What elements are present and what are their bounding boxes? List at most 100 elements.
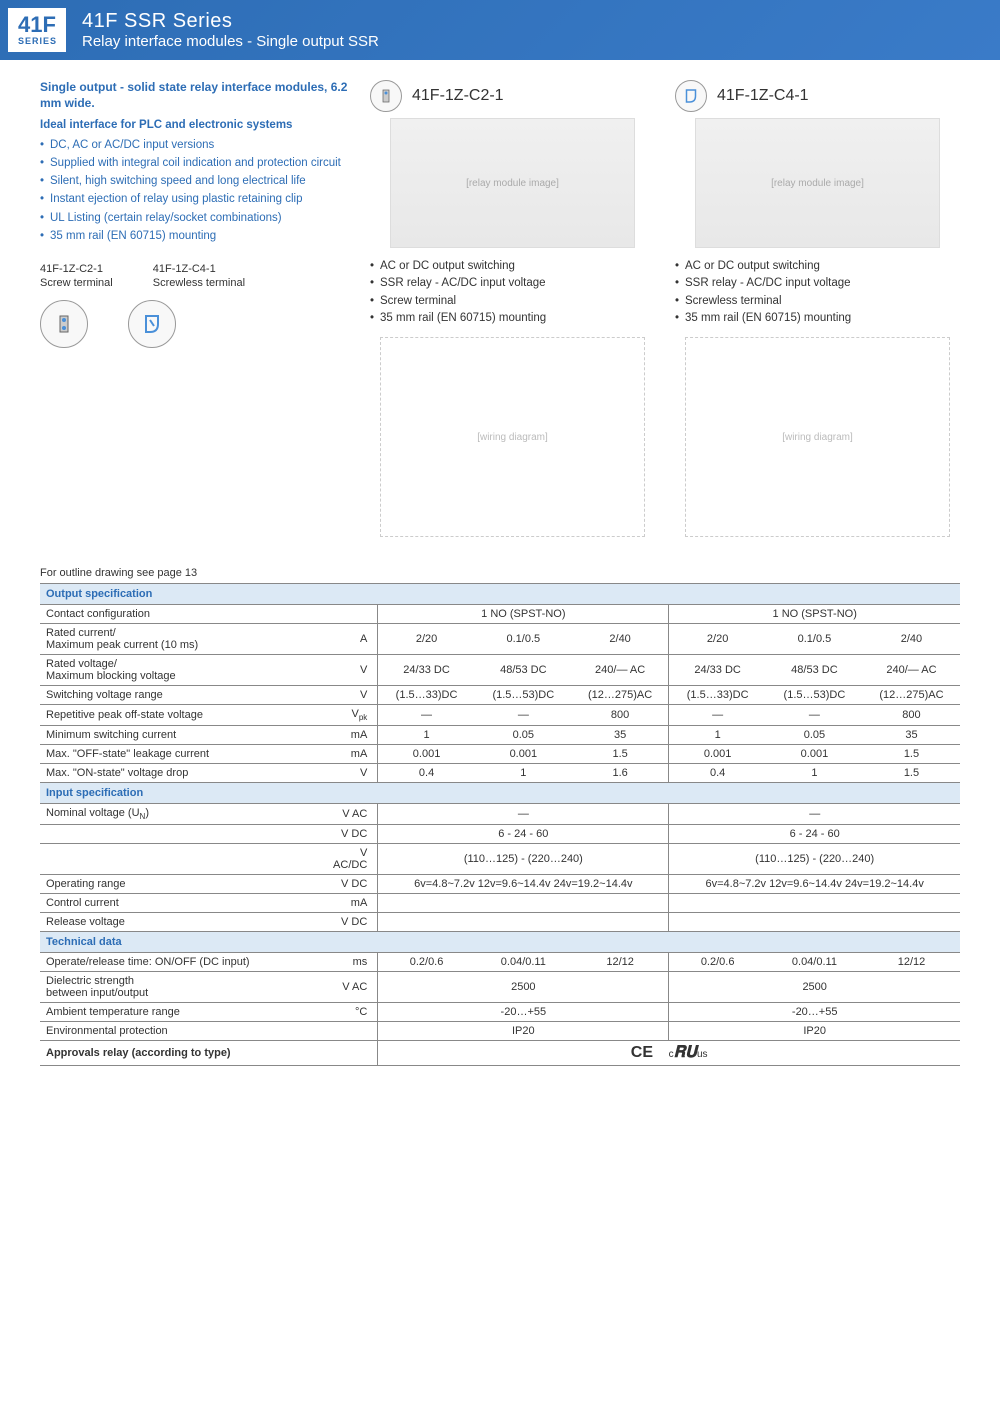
cell (378, 913, 669, 932)
cell: 0.001 (669, 745, 766, 764)
product-bullet: Screw terminal (370, 293, 655, 310)
row-unit (326, 605, 378, 624)
product-column-1: 41F-1Z-C2-1 [relay module image] AC or D… (370, 80, 655, 543)
intro-column: Single output - solid state relay interf… (40, 80, 350, 543)
table-row: Switching voltage range V (1.5…33)DC (1.… (40, 686, 960, 705)
intro-bullet: UL Listing (certain relay/socket combina… (40, 210, 350, 226)
table-row: Approvals relay (according to type) CE c… (40, 1041, 960, 1066)
product-bullet: SSR relay - AC/DC input voltage (675, 275, 960, 292)
row-label: Minimum switching current (40, 726, 326, 745)
product-image: [relay module image] (695, 118, 940, 248)
row-label: Rated current/ Maximum peak current (10 … (40, 624, 326, 655)
cell (669, 894, 960, 913)
product-bullets: AC or DC output switching SSR relay - AC… (370, 258, 655, 327)
terminal-label: Screwless terminal (153, 276, 245, 290)
wiring-diagram: [wiring diagram] (685, 337, 950, 537)
row-unit: A (326, 624, 378, 655)
row-unit: V (326, 686, 378, 705)
cell: 0.04/0.11 (766, 953, 863, 972)
cell: 1 (669, 726, 766, 745)
table-row: Dielectric strength between input/output… (40, 972, 960, 1003)
product-header: 41F-1Z-C4-1 (675, 80, 960, 112)
cell: (110…125) - (220…240) (378, 844, 669, 875)
cell: 1 NO (SPST-NO) (669, 605, 960, 624)
cell: 6 - 24 - 60 (378, 825, 669, 844)
row-label: Environmental protection (40, 1022, 326, 1041)
approvals-cell: CE c𝐑𝐔us (378, 1041, 960, 1066)
cell: 1.5 (572, 745, 669, 764)
row-label (40, 825, 326, 844)
product-bullet: 35 mm rail (EN 60715) mounting (675, 310, 960, 327)
cell: 2/40 (572, 624, 669, 655)
cell: 0.2/0.6 (669, 953, 766, 972)
table-row: Max. "ON-state" voltage drop V 0.4 1 1.6… (40, 764, 960, 783)
terminal-icons (40, 300, 350, 348)
header-text: 41F SSR Series Relay interface modules -… (82, 10, 379, 50)
cell: 1.6 (572, 764, 669, 783)
row-label: Approvals relay (according to type) (40, 1041, 326, 1066)
row-label: Rated voltage/ Maximum blocking voltage (40, 655, 326, 686)
cell: — (378, 705, 475, 726)
series-code: 41F (18, 14, 56, 36)
cell: (12…275)AC (572, 686, 669, 705)
cell: 1 NO (SPST-NO) (378, 605, 669, 624)
terminal-codes: 41F-1Z-C2-1 Screw terminal 41F-1Z-C4-1 S… (40, 262, 350, 291)
screw-terminal-icon (370, 80, 402, 112)
cell: 800 (863, 705, 960, 726)
cell: 6 - 24 - 60 (669, 825, 960, 844)
row-unit: mA (326, 745, 378, 764)
row-unit: V (326, 764, 378, 783)
table-row: Ambient temperature range °C -20…+55 -20… (40, 1003, 960, 1022)
product-bullet: 35 mm rail (EN 60715) mounting (370, 310, 655, 327)
cell: 800 (572, 705, 669, 726)
cell: (1.5…53)DC (766, 686, 863, 705)
product-bullet: AC or DC output switching (675, 258, 960, 275)
row-unit: V DC (326, 913, 378, 932)
table-row: Operate/release time: ON/OFF (DC input) … (40, 953, 960, 972)
section-header: Input specification (40, 783, 960, 804)
intro-title: Single output - solid state relay interf… (40, 80, 350, 111)
cell: 0.1/0.5 (475, 624, 572, 655)
cell: 2/40 (863, 624, 960, 655)
cell (669, 913, 960, 932)
row-unit: mA (326, 894, 378, 913)
section-header: Technical data (40, 932, 960, 953)
table-row: Max. "OFF-state" leakage current mA 0.00… (40, 745, 960, 764)
row-unit: V AC/DC (326, 844, 378, 875)
cell: — (475, 705, 572, 726)
intro-bullet: Supplied with integral coil indication a… (40, 155, 350, 171)
cell: 35 (863, 726, 960, 745)
table-row: Release voltage V DC (40, 913, 960, 932)
cell: — (669, 705, 766, 726)
section-header: Output specification (40, 584, 960, 605)
row-label: Operating range (40, 875, 326, 894)
cell: (12…275)AC (863, 686, 960, 705)
cell: -20…+55 (669, 1003, 960, 1022)
row-unit (326, 1041, 378, 1066)
terminal-item: 41F-1Z-C2-1 Screw terminal (40, 262, 113, 291)
row-label: Control current (40, 894, 326, 913)
outline-note: For outline drawing see page 13 (0, 567, 1000, 579)
cell: 2/20 (378, 624, 475, 655)
cell: 24/33 DC (378, 655, 475, 686)
cell: 48/53 DC (766, 655, 863, 686)
product-bullet: Screwless terminal (675, 293, 960, 310)
cell: 48/53 DC (475, 655, 572, 686)
table-row: V DC 6 - 24 - 60 6 - 24 - 60 (40, 825, 960, 844)
terminal-code: 41F-1Z-C4-1 (153, 262, 245, 276)
cell: — (669, 804, 960, 825)
product-bullet: SSR relay - AC/DC input voltage (370, 275, 655, 292)
cell: 12/12 (863, 953, 960, 972)
row-unit: V (326, 655, 378, 686)
row-unit (326, 1022, 378, 1041)
table-row: V AC/DC (110…125) - (220…240) (110…125) … (40, 844, 960, 875)
row-label: Switching voltage range (40, 686, 326, 705)
terminal-label: Screw terminal (40, 276, 113, 290)
cell: 0.1/0.5 (766, 624, 863, 655)
row-label: Contact configuration (40, 605, 326, 624)
row-label (40, 844, 326, 875)
product-bullet: AC or DC output switching (370, 258, 655, 275)
screwless-terminal-icon (675, 80, 707, 112)
product-bullets: AC or DC output switching SSR relay - AC… (675, 258, 960, 327)
screwless-terminal-icon (128, 300, 176, 348)
